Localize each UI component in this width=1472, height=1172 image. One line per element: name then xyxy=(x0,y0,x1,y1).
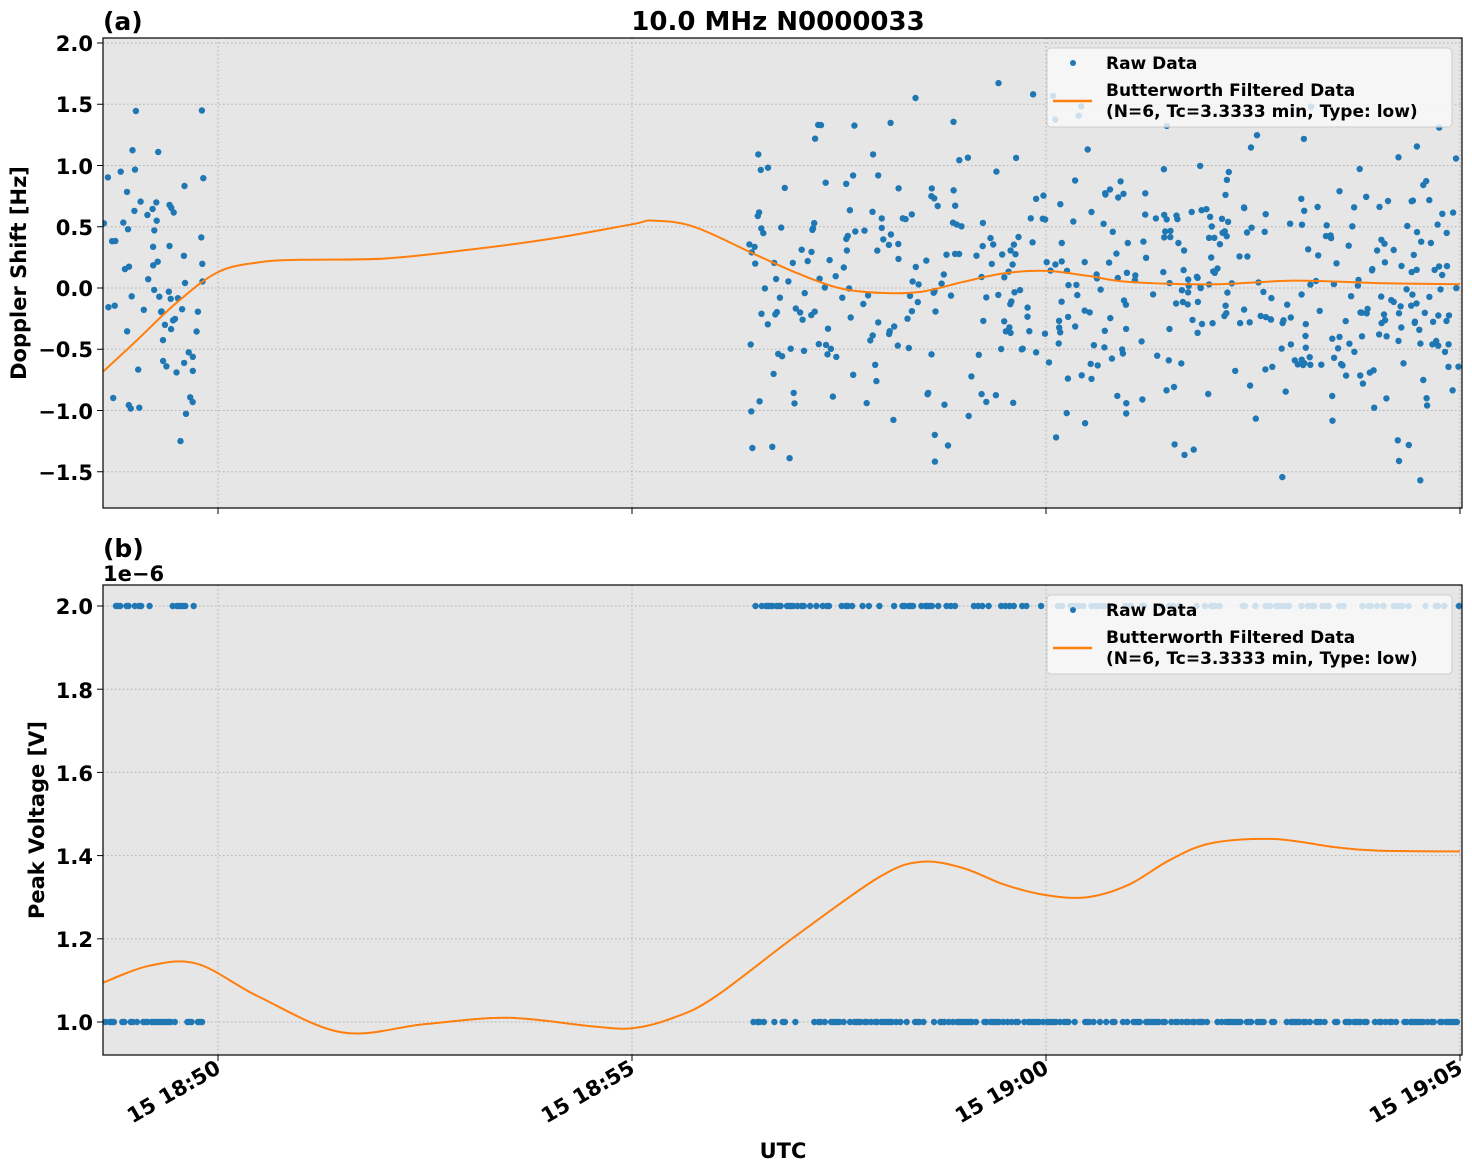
y-tick-label: 2.0 xyxy=(56,595,93,619)
y-tick-label: 1.0 xyxy=(56,1011,93,1035)
legend-raw-label: Raw Data xyxy=(1106,601,1197,621)
raw-data-marker-icon xyxy=(1070,607,1076,613)
legend-filtered-label-line1: Butterworth Filtered Data xyxy=(1106,81,1355,101)
y-tick-label: 1.8 xyxy=(56,679,93,703)
panel-b-offset-text: 1e−6 xyxy=(103,562,164,586)
y-tick-label: −1.0 xyxy=(38,400,93,424)
x-axis-label: UTC xyxy=(760,1139,807,1163)
legend-filtered-label-line2: (N=6, Tc=3.3333 min, Type: low) xyxy=(1106,649,1418,669)
panel-a-legend: Raw Data Butterworth Filtered Data (N=6,… xyxy=(1046,47,1453,128)
x-tick-labels: 15 18:50 15 18:55 15 19:00 15 19:05 xyxy=(123,1056,1467,1128)
y-tick-label: 1.5 xyxy=(56,93,93,117)
legend-filtered-label-line1: Butterworth Filtered Data xyxy=(1106,628,1355,648)
legend-filtered-label-line2: (N=6, Tc=3.3333 min, Type: low) xyxy=(1106,102,1418,122)
panel-a: (a) 10.0 MHz N0000033 2.0 1.5 1.0 0.5 0.… xyxy=(7,7,1463,514)
panel-b: Raw Data Butterworth Filtered Data (N=6,… xyxy=(25,534,1467,1163)
y-tick-label: 0.5 xyxy=(56,216,93,240)
panel-a-label: (a) xyxy=(103,7,143,36)
y-tick-label: 2.0 xyxy=(56,32,93,56)
panel-a-y-axis-label: Doppler Shift [Hz] xyxy=(7,166,31,380)
figure-title: 10.0 MHz N0000033 xyxy=(631,7,924,37)
panel-b-legend: Raw Data Butterworth Filtered Data (N=6,… xyxy=(1046,594,1453,675)
panel-b-y-axis-label: Peak Voltage [V] xyxy=(25,721,49,919)
panel-a-legend-box xyxy=(1046,47,1453,128)
panel-a-ticks xyxy=(97,42,1461,514)
y-tick-label: 1.0 xyxy=(56,155,93,179)
y-tick-label: 1.6 xyxy=(56,762,93,786)
panel-b-axes-frame xyxy=(102,584,1463,1056)
raw-data-marker-icon xyxy=(1070,60,1076,66)
panel-a-raw-data-points xyxy=(103,79,1462,484)
x-tick-label: 15 19:00 xyxy=(951,1056,1053,1128)
legend-raw-label: Raw Data xyxy=(1106,54,1197,74)
y-tick-label: −1.5 xyxy=(38,461,93,485)
y-tick-label: 1.2 xyxy=(56,928,93,952)
panel-a-filtered-line xyxy=(103,219,1461,373)
x-tick-label: 15 19:05 xyxy=(1365,1056,1467,1128)
x-tick-label: 15 18:50 xyxy=(123,1056,225,1128)
panel-b-legend-box xyxy=(1046,594,1453,675)
y-tick-label: 0.0 xyxy=(56,277,93,301)
x-tick-label: 15 18:55 xyxy=(537,1056,639,1128)
panel-a-y-tick-labels: 2.0 1.5 1.0 0.5 0.0 −0.5 −1.0 −1.5 xyxy=(38,32,93,485)
panel-b-label: (b) xyxy=(103,534,144,563)
panel-b-filtered-line xyxy=(103,837,1461,1035)
panel-b-y-tick-labels: 2.0 1.8 1.6 1.4 1.2 1.0 xyxy=(56,595,93,1035)
panel-b-ticks xyxy=(97,605,1461,1061)
y-tick-label: −0.5 xyxy=(38,338,93,362)
panel-a-axes-frame xyxy=(102,37,1463,509)
y-tick-label: 1.4 xyxy=(56,845,93,869)
